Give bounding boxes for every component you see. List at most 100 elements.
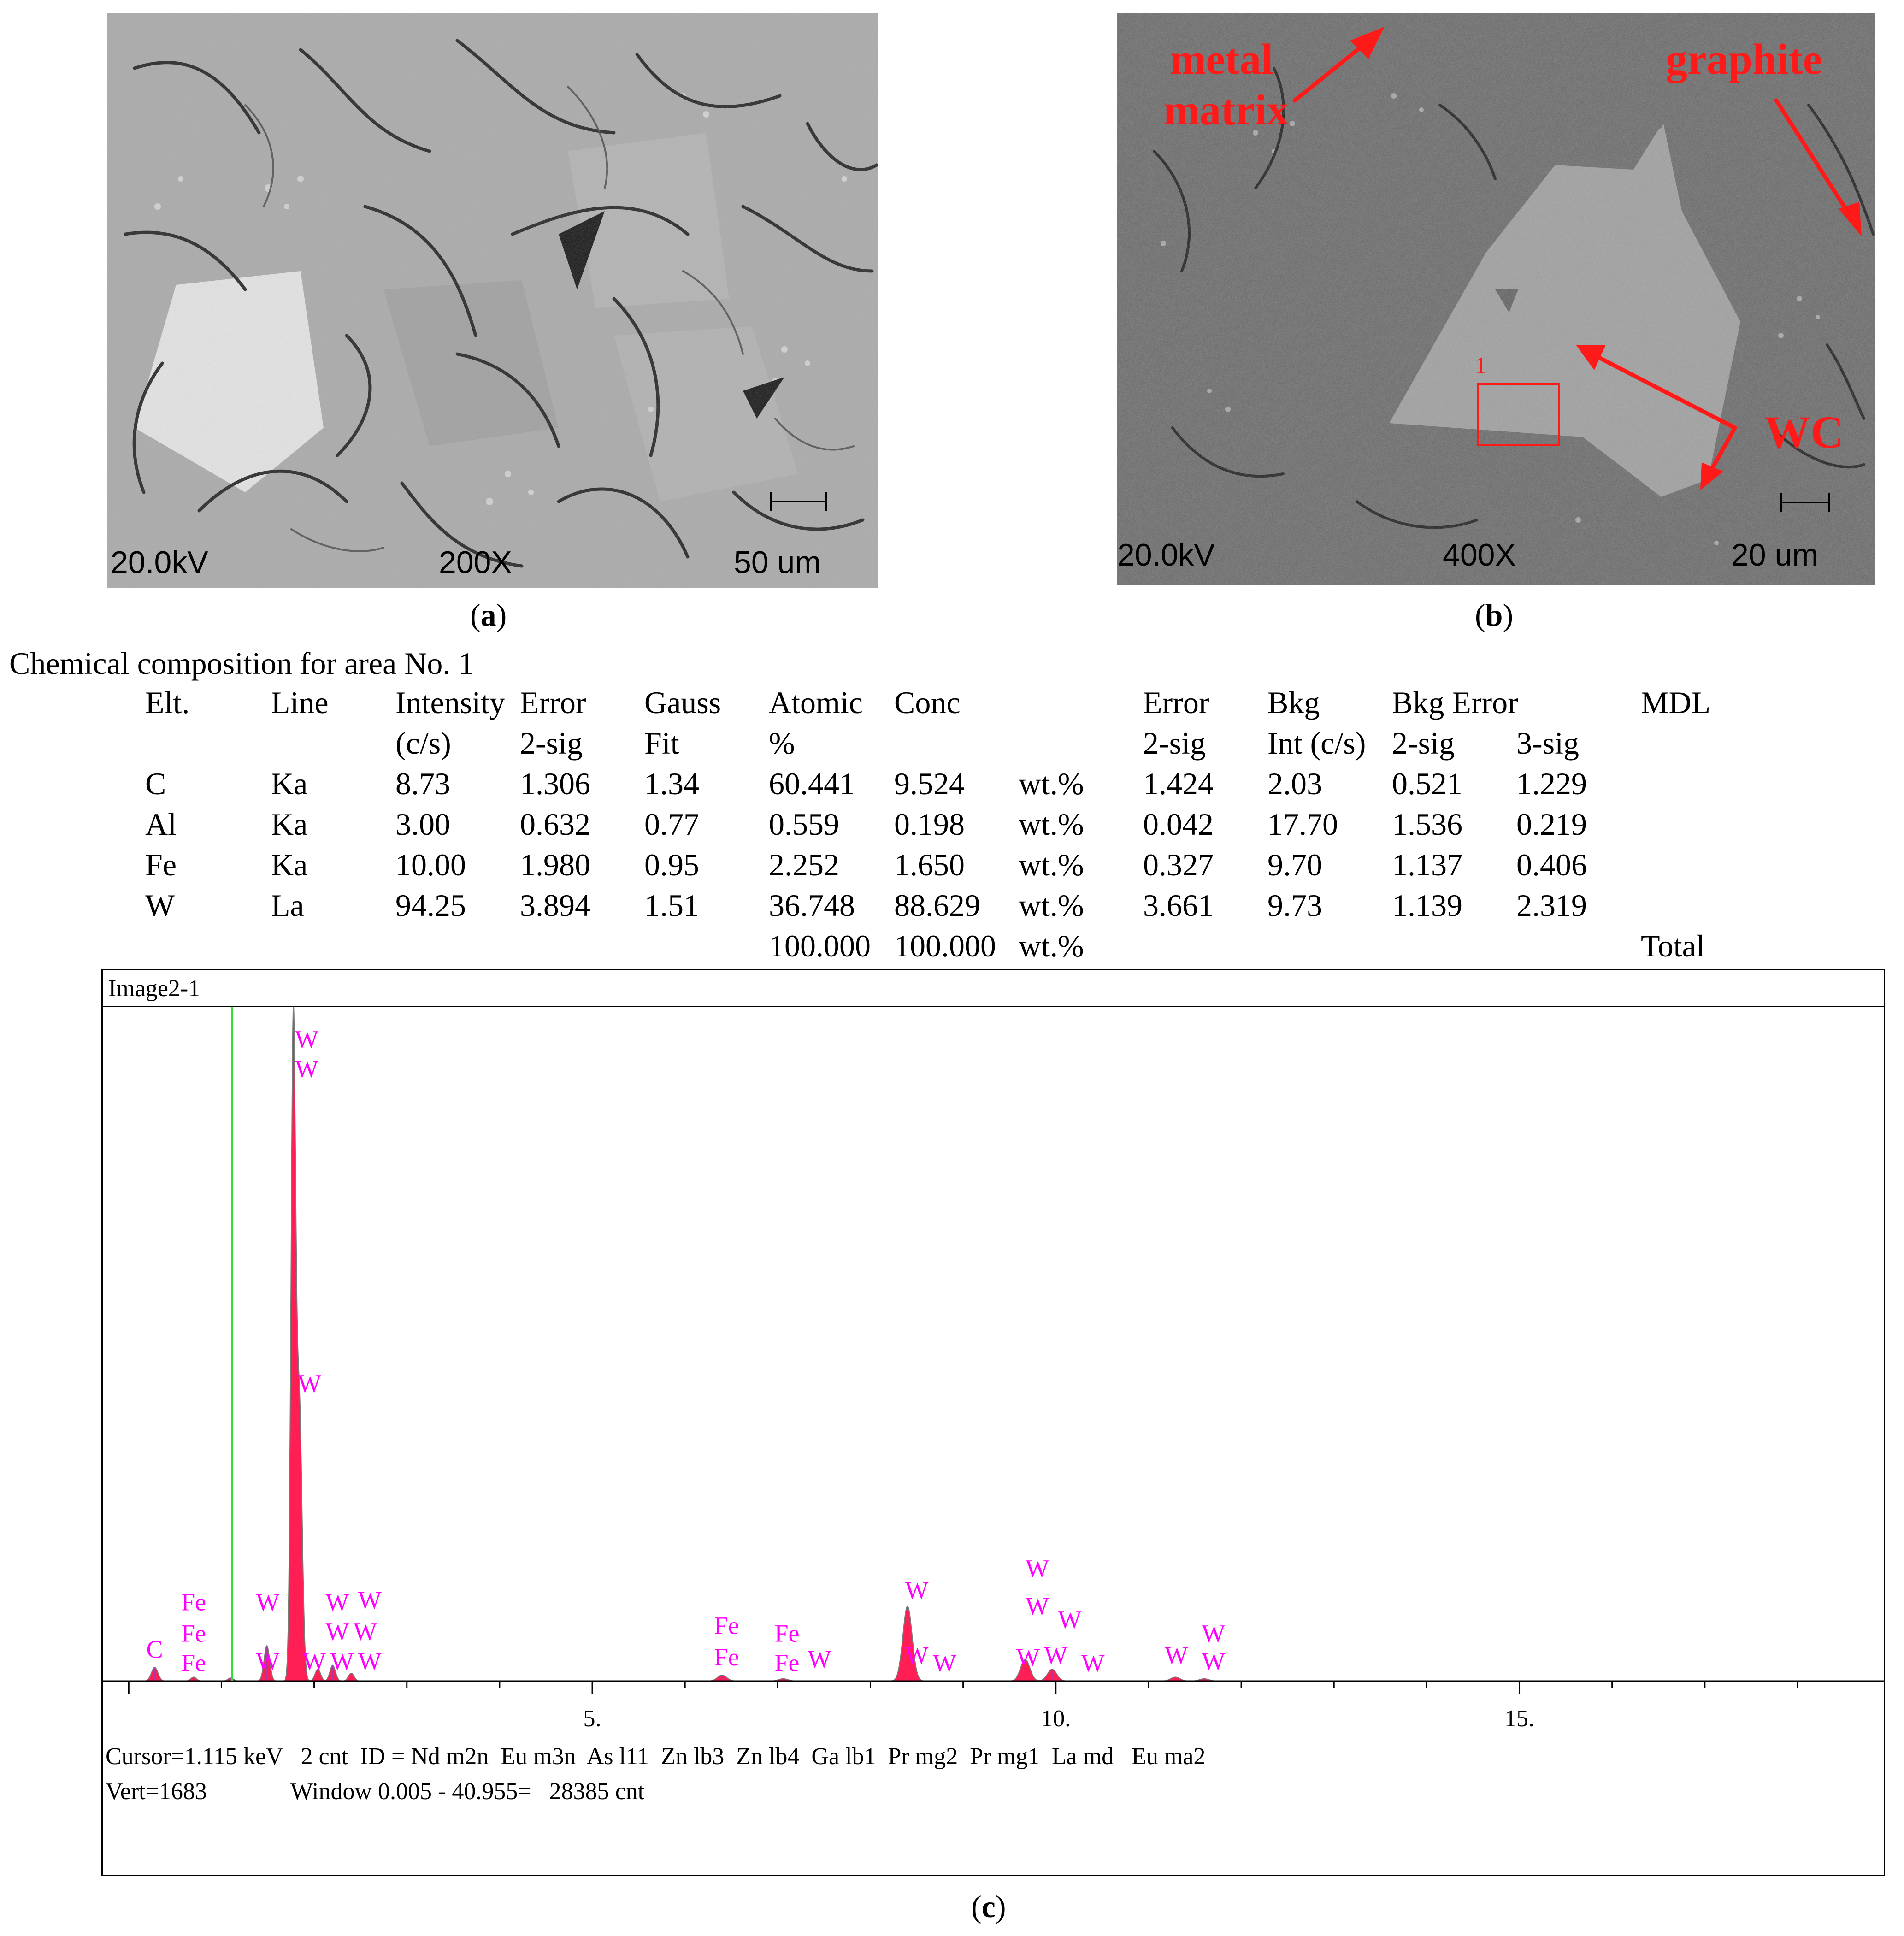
peak-label: W: [1026, 1555, 1049, 1582]
peak-label: Fe: [774, 1620, 799, 1647]
table-cell: wt.%: [1019, 766, 1084, 801]
caption-a: (a): [470, 597, 507, 632]
peak-label: W: [295, 1025, 318, 1053]
peak-label: W: [354, 1617, 377, 1645]
table-header-cell: Elt.: [145, 685, 190, 720]
peak-label: W: [1058, 1606, 1081, 1634]
table-cell: 36.748: [769, 888, 855, 923]
eds-spectrum-window: Image2-1 5. 10. 15. C Fe Fe Fe W W W W W W W W W W W W Fe Fe…: [101, 969, 1885, 1876]
table-cell: 0.327: [1143, 847, 1214, 882]
caption-c-letter: c: [981, 1889, 996, 1924]
peak-label: W: [325, 1588, 349, 1616]
magnification-label-a: 200X: [439, 545, 512, 580]
spectrum-curve: [106, 1007, 1297, 1682]
table-header-cell: Fit: [644, 726, 679, 761]
table-cell: 94.25: [395, 888, 466, 923]
table-cell: 0.632: [520, 807, 590, 842]
analysis-area-box: [1477, 383, 1560, 446]
peak-label: W: [905, 1641, 929, 1669]
peak-label: W: [358, 1586, 382, 1614]
caption-a-letter: a: [480, 597, 496, 632]
x-tick-label: 15.: [1504, 1706, 1534, 1732]
table-total-cell: 100.000: [769, 928, 871, 963]
table-header-cell: Line: [271, 685, 329, 720]
table-cell: 3.661: [1143, 888, 1214, 923]
table-cell: 1.424: [1143, 766, 1214, 801]
table-cell: 1.137: [1392, 847, 1462, 882]
peak-label: W: [302, 1647, 326, 1675]
table-header-cell: Int (c/s): [1267, 726, 1366, 761]
peak-label: Fe: [181, 1588, 206, 1616]
table-cell: 17.70: [1267, 807, 1338, 842]
peak-label: W: [1026, 1592, 1049, 1620]
table-cell: 2.252: [769, 847, 839, 882]
area-number-label: 1: [1475, 353, 1487, 379]
peak-label: Fe: [181, 1620, 206, 1647]
sem-image-b: metal matrix graphite WC 1 20.0kV 400X 2…: [1117, 13, 1875, 585]
peak-label: Fe: [181, 1649, 206, 1677]
table-cell: 0.521: [1392, 766, 1462, 801]
table-cell: 1.139: [1392, 888, 1462, 923]
table-cell: 9.70: [1267, 847, 1322, 882]
table-cell: 10.00: [395, 847, 466, 882]
peak-label: W: [1202, 1647, 1225, 1675]
status-line-1: Cursor=1.115 keV 2 cnt ID = Nd m2n Eu m3…: [106, 1743, 1206, 1770]
table-cell: wt.%: [1019, 807, 1084, 842]
kv-label-a: 20.0kV: [111, 545, 208, 580]
table-header-cell: %: [769, 726, 795, 761]
magnification-label-b: 400X: [1443, 537, 1516, 573]
table-header-cell: Intensity: [395, 685, 505, 720]
table-cell: 3.00: [395, 807, 450, 842]
peak-label: W: [358, 1647, 382, 1675]
table-cell: Ka: [271, 807, 308, 842]
table-cell: Ka: [271, 847, 308, 882]
table-header-cell: Atomic: [769, 685, 863, 720]
table-cell: C: [145, 766, 166, 801]
table-cell: 3.894: [520, 888, 590, 923]
peak-label: W: [325, 1617, 349, 1645]
scale-label-a: 50 um: [734, 545, 821, 580]
x-tick-label: 10.: [1041, 1706, 1071, 1732]
table-cell: 2.03: [1267, 766, 1322, 801]
table-header-cell: MDL: [1641, 685, 1711, 720]
peak-label: W: [1081, 1649, 1105, 1677]
caption-b-letter: b: [1485, 597, 1503, 632]
table-header-cell: Bkg: [1267, 685, 1320, 720]
sem-image-a: 20.0kV 200X 50 um: [107, 13, 878, 588]
table-cell: 0.219: [1516, 807, 1587, 842]
caption-b: (b): [1475, 597, 1514, 632]
peak-label: W: [1016, 1643, 1040, 1671]
table-cell: La: [271, 888, 304, 923]
table-header-cell: 2-sig: [520, 726, 583, 761]
table-cell: 0.559: [769, 807, 839, 842]
spectrum-header: Image2-1: [103, 970, 1884, 1007]
sem-micrograph-a: [107, 13, 878, 588]
graphite-label: graphite: [1666, 35, 1822, 83]
peak-label: C: [147, 1635, 163, 1663]
peak-label: W: [330, 1647, 354, 1675]
table-cell: 1.650: [894, 847, 965, 882]
table-cell: 0.77: [644, 807, 699, 842]
table-header-cell: Bkg Error: [1392, 685, 1518, 720]
peak-label: W: [1202, 1620, 1225, 1647]
status-line-2: Vert=1683 Window 0.005 - 40.955= 28385 c…: [106, 1778, 645, 1805]
peak-label: W: [1165, 1641, 1188, 1669]
peak-label: W: [256, 1647, 280, 1675]
table-cell: 2.319: [1516, 888, 1587, 923]
table-cell: 0.042: [1143, 807, 1214, 842]
kv-label-b: 20.0kV: [1117, 537, 1215, 573]
metal-matrix-label-line1: metal: [1170, 35, 1273, 83]
sem-micrograph-b: [1117, 13, 1875, 585]
wc-label: WC: [1764, 407, 1844, 458]
table-cell: 9.524: [894, 766, 965, 801]
table-header-cell: 2-sig: [1143, 726, 1206, 761]
table-cell: 0.95: [644, 847, 699, 882]
table-cell: 8.73: [395, 766, 450, 801]
metal-matrix-label-line2: matrix: [1163, 86, 1289, 134]
table-cell: 88.629: [894, 888, 980, 923]
table-header-cell: 3-sig: [1516, 726, 1579, 761]
table-cell: 0.406: [1516, 847, 1587, 882]
table-cell: 60.441: [769, 766, 855, 801]
table-title: Chemical composition for area No. 1: [9, 646, 474, 681]
